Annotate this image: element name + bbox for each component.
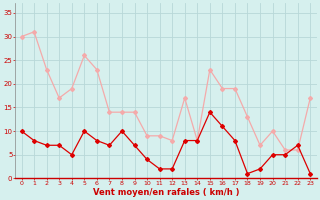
X-axis label: Vent moyen/en rafales ( km/h ): Vent moyen/en rafales ( km/h )	[92, 188, 239, 197]
